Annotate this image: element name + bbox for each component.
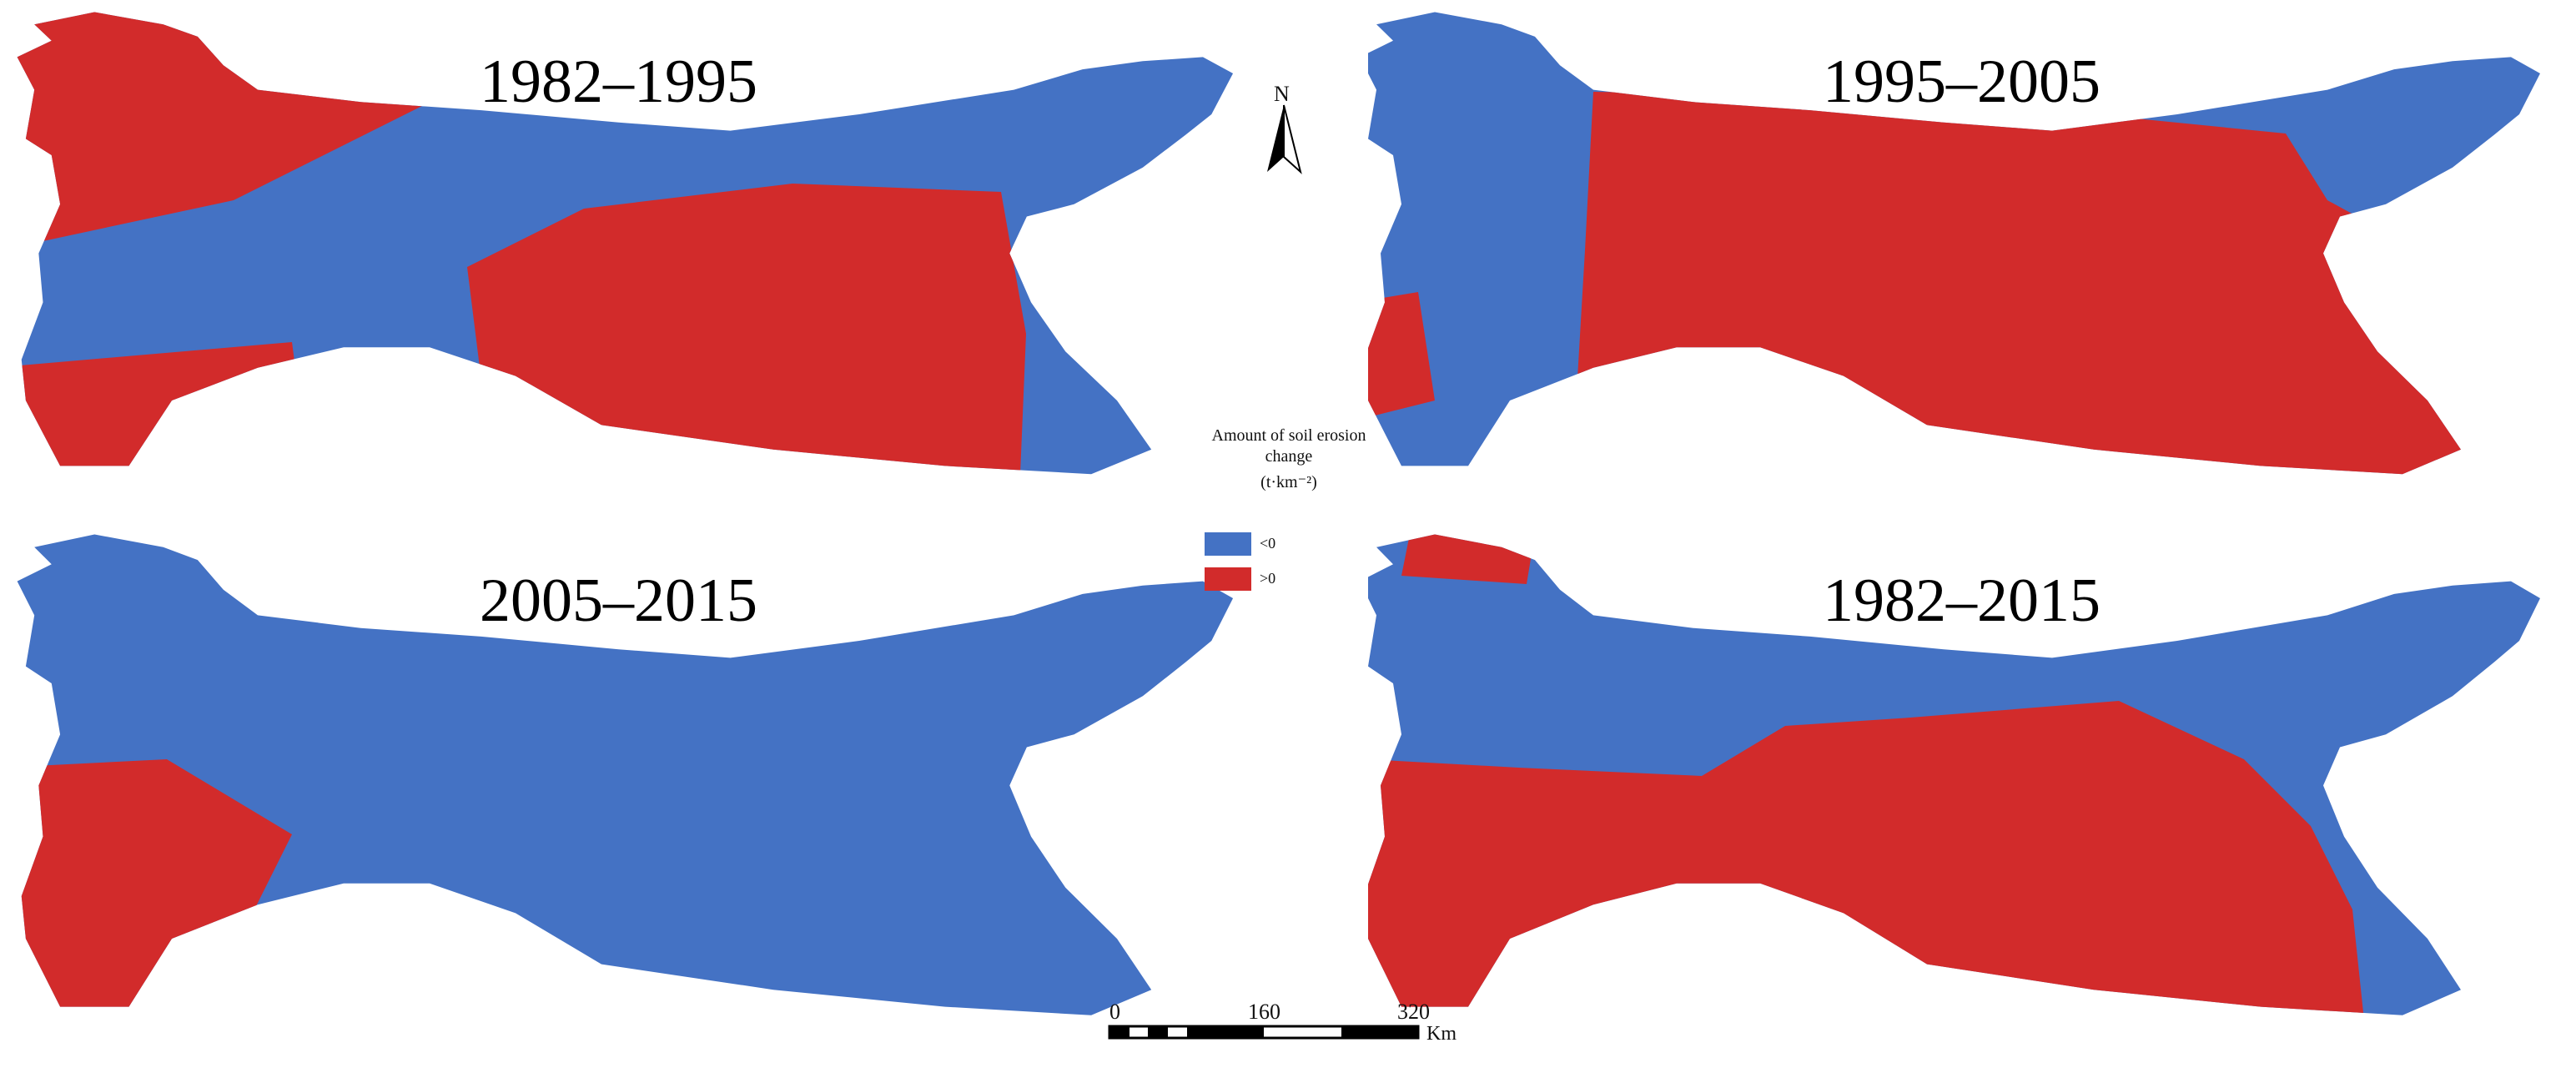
map-panel-1982-2015: 1982–2015: [1368, 534, 2576, 1068]
area-increase-central: [467, 184, 1026, 475]
erosion-map-2005-2015: [17, 534, 1234, 1015]
panel-title: 2005–2015: [480, 567, 757, 635]
map-panel-2005-2015: 2005–2015: [0, 534, 1288, 1068]
legend-swatch: [1205, 567, 1251, 591]
map-panel-1982-1995: 1982–1995: [0, 0, 1288, 534]
legend-item-increase: >0: [1205, 567, 1371, 592]
legend-label: <0: [1260, 535, 1276, 552]
map-panel-1995-2005: 1995–2005: [1368, 0, 2576, 534]
erosion-map-1982-2015: [1368, 534, 2540, 1015]
scale-tick-160: 160: [1248, 1000, 1280, 1024]
area-increase-southwest: [17, 342, 317, 475]
area-increase-northwest-patch: [1401, 534, 1535, 584]
north-label: N: [1274, 82, 1290, 106]
area-increase-west: [1368, 292, 1435, 417]
legend: Amount of soil erosion change (t·km⁻²) <…: [1193, 426, 1385, 591]
panel-title: 1982–2015: [1823, 567, 2101, 635]
north-arrow-icon: N: [1255, 82, 1314, 178]
legend-swatch: [1205, 532, 1251, 556]
scale-bar: 0 160 320 Km: [1084, 1000, 1518, 1058]
panel-title: 1995–2005: [1823, 48, 2101, 116]
legend-unit: (t·km⁻²): [1260, 473, 1317, 491]
scale-unit: Km: [1426, 1023, 1457, 1045]
scale-tick-320: 320: [1397, 1000, 1430, 1024]
legend-label: >0: [1260, 570, 1276, 587]
scale-tick-0: 0: [1109, 1000, 1120, 1024]
legend-title: Amount of soil erosion change: [1211, 426, 1366, 466]
legend-item-decrease: <0: [1205, 532, 1371, 557]
panel-title: 1982–1995: [480, 48, 757, 116]
erosion-map-1995-2005: [1368, 12, 2540, 475]
erosion-map-1982-1995: [17, 12, 1234, 475]
